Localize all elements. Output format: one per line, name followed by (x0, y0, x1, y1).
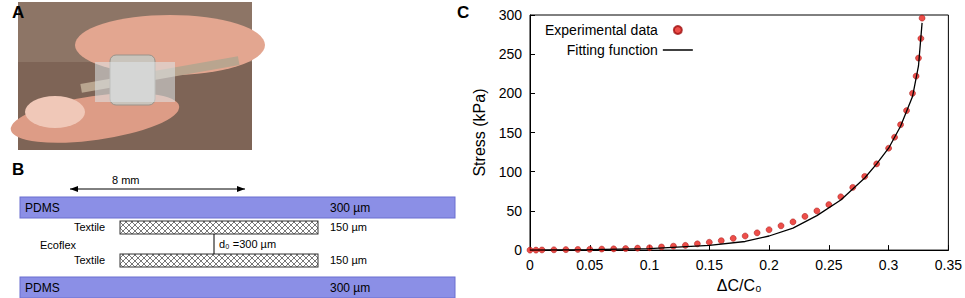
svg-text:0.25: 0.25 (815, 257, 842, 273)
svg-text:PDMS: PDMS (25, 281, 60, 295)
svg-text:Textile: Textile (74, 221, 105, 233)
svg-text:Stress (kPa): Stress (kPa) (471, 89, 488, 177)
svg-text:0.1: 0.1 (640, 257, 660, 273)
svg-text:0.35: 0.35 (935, 257, 962, 273)
html-text:A: A (12, 3, 25, 22)
svg-text:150: 150 (499, 125, 523, 141)
svg-text:0.05: 0.05 (576, 257, 603, 273)
svg-text:250: 250 (499, 46, 523, 62)
svg-text:PDMS: PDMS (25, 201, 60, 215)
html-text:B: B (12, 160, 25, 179)
svg-text:0: 0 (526, 257, 534, 273)
svg-text:200: 200 (499, 85, 523, 101)
svg-text:150 µm: 150 µm (330, 254, 367, 266)
svg-text:0.15: 0.15 (696, 257, 723, 273)
html-text:C: C (457, 3, 470, 22)
svg-text:d₀ =300 µm: d₀ =300 µm (219, 238, 276, 250)
svg-text:0.3: 0.3 (879, 257, 899, 273)
svg-text:Fitting function: Fitting function (567, 42, 658, 58)
svg-text:ΔC/C₀: ΔC/C₀ (717, 277, 762, 294)
svg-text:Experimental data: Experimental data (545, 22, 658, 38)
svg-text:300: 300 (499, 7, 523, 23)
svg-text:50: 50 (506, 203, 522, 219)
svg-text:Textile: Textile (74, 254, 105, 266)
svg-text:0.2: 0.2 (759, 257, 779, 273)
svg-text:300 µm: 300 µm (330, 281, 370, 295)
svg-text:0: 0 (514, 242, 522, 258)
svg-text:100: 100 (499, 164, 523, 180)
svg-text:300 µm: 300 µm (330, 201, 370, 215)
svg-text:Ecoflex: Ecoflex (40, 239, 77, 251)
svg-text:150 µm: 150 µm (330, 221, 367, 233)
svg-text:8 mm: 8 mm (112, 174, 140, 186)
